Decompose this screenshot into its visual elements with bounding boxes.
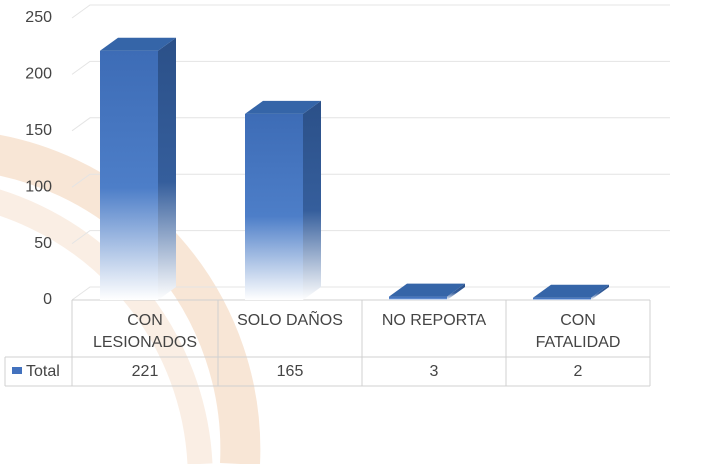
y-tick-label: 0 xyxy=(43,291,52,308)
y-tick-label: 150 xyxy=(25,122,52,139)
table-value: 221 xyxy=(132,363,159,380)
legend-label: Total xyxy=(26,363,60,380)
bar xyxy=(100,50,158,300)
grid-line xyxy=(71,4,670,19)
bar xyxy=(533,297,591,300)
bar-top xyxy=(389,283,465,297)
table-value: 3 xyxy=(430,363,439,380)
category-label: CON LESIONADOS xyxy=(92,312,198,351)
bar-side xyxy=(447,283,465,300)
y-tick-label: 100 xyxy=(25,178,52,195)
bar xyxy=(245,113,303,300)
legend-swatch xyxy=(12,367,22,374)
table-value: 2 xyxy=(574,363,583,380)
category-label: NO REPORTA xyxy=(381,312,487,329)
category-label: CON FATALIDAD xyxy=(535,312,621,351)
grid-line xyxy=(71,286,670,301)
y-tick-label: 250 xyxy=(25,9,52,26)
y-tick-label: 50 xyxy=(34,235,52,252)
y-tick-label: 200 xyxy=(25,66,52,83)
bar-side xyxy=(591,284,609,300)
grid-line xyxy=(71,230,670,245)
bar-top xyxy=(533,284,609,298)
grid-line xyxy=(71,173,670,188)
bar xyxy=(389,296,447,300)
grid-line xyxy=(71,60,670,75)
bar-side xyxy=(303,100,321,300)
table-value: 165 xyxy=(277,363,304,380)
bar-top xyxy=(245,100,321,114)
bar-side xyxy=(158,37,176,300)
bar-top xyxy=(100,37,176,51)
grid-line xyxy=(71,117,670,132)
category-label: SOLO DAÑOS xyxy=(237,312,343,329)
